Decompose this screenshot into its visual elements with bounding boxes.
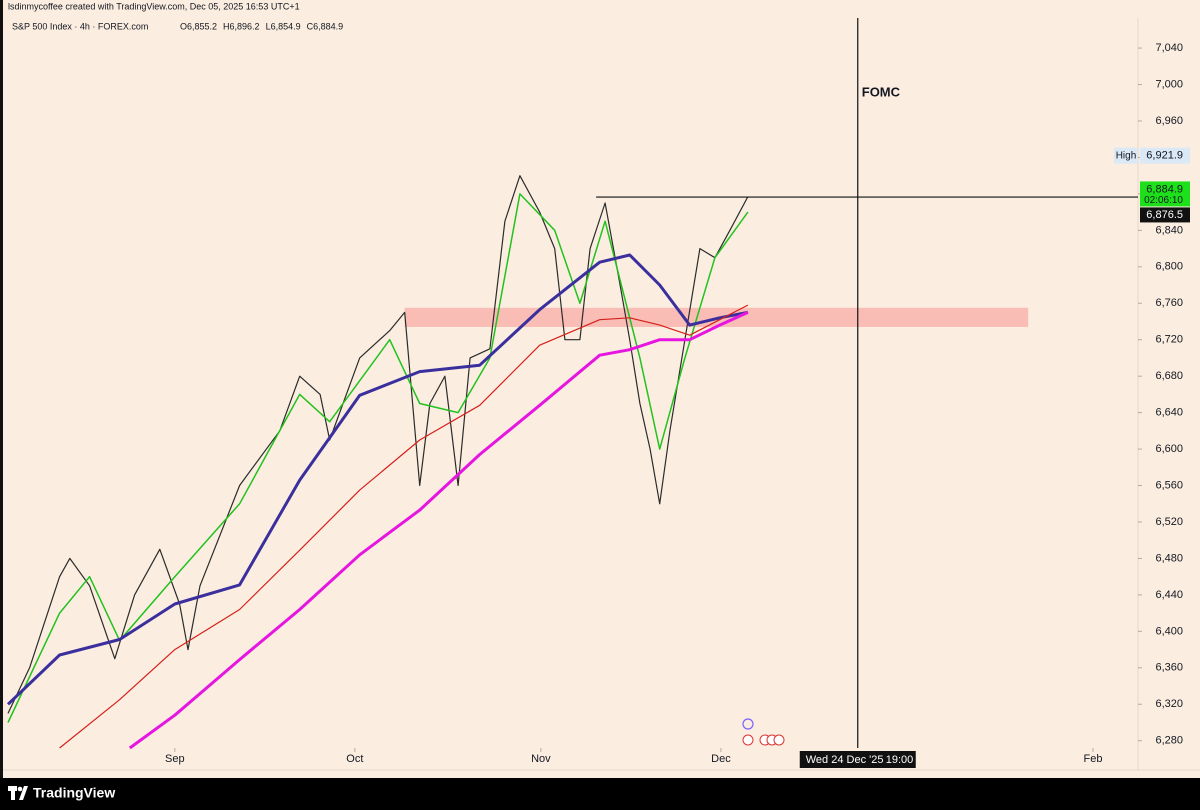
last-price: 6,884.9 [1146, 183, 1183, 195]
price-line [128, 311, 749, 750]
y-tick-label: 6,760 [1155, 297, 1183, 309]
symbol-title: S&P 500 Index · 4h · FOREX.com [12, 21, 148, 31]
brand-name: TradingView [33, 785, 115, 801]
frame-edge [0, 0, 3, 778]
countdown: 02:06:10 [1144, 195, 1183, 206]
x-tick-label: Dec [711, 753, 731, 765]
price-line [7, 193, 749, 723]
plot-area [6, 175, 1029, 750]
crosshair-clock: 19:00 [886, 754, 914, 766]
y-tick-label: 6,360 [1155, 662, 1183, 674]
y-tick-label: 6,960 [1155, 115, 1183, 127]
y-tick-label: 6,320 [1155, 698, 1183, 710]
crosshair-price: 6,876.5 [1146, 209, 1183, 221]
y-tick-label: 7,040 [1155, 42, 1183, 54]
y-tick-label: 6,400 [1155, 625, 1183, 637]
price-line [59, 304, 749, 749]
event-icons [742, 718, 785, 746]
price-line [6, 253, 749, 706]
annotation: FOMC [862, 84, 901, 99]
high-label: High [1116, 150, 1137, 161]
y-tick-label: 6,280 [1155, 735, 1183, 747]
y-tick-label: 6,560 [1155, 479, 1183, 491]
y-tick-label: 6,600 [1155, 443, 1183, 455]
price-line [7, 175, 749, 714]
y-tick-label: 7,000 [1155, 78, 1183, 90]
footer-bar [0, 778, 1200, 810]
crosshair-time-box [799, 751, 916, 768]
y-tick-label: 6,520 [1155, 516, 1183, 528]
y-tick-label: 6,840 [1155, 224, 1183, 236]
brand-logo [8, 786, 28, 800]
last-price-box [1140, 181, 1190, 207]
high-value-box [1140, 147, 1190, 164]
y-tick-label: 6,640 [1155, 407, 1183, 419]
ohlc-value: C6,884.9 [307, 21, 344, 31]
x-tick-label: Sep [165, 753, 185, 765]
crosshair-price-box [1140, 207, 1190, 223]
credit: lsdinmycoffee created with TradingView.c… [8, 1, 300, 11]
crosshair-time: Wed 24 Dec '25 [806, 754, 884, 766]
x-tick-label: Feb [1084, 753, 1103, 765]
x-tick-label: Nov [531, 753, 551, 765]
high-value: 6,921.9 [1146, 150, 1183, 162]
ohlc-value: H6,896.2 [223, 21, 260, 31]
y-tick-label: 6,480 [1155, 552, 1183, 564]
chart-background [0, 0, 1200, 778]
ohlc-value: O6,855.2 [180, 21, 217, 31]
y-tick-label: 6,720 [1155, 334, 1183, 346]
y-tick-label: 6,800 [1155, 261, 1183, 273]
x-tick-label: Oct [346, 753, 363, 765]
ohlc-value: L6,854.9 [266, 21, 301, 31]
y-tick-label: 6,680 [1155, 370, 1183, 382]
y-tick-label: 6,440 [1155, 589, 1183, 601]
high-label-box [1114, 147, 1138, 164]
